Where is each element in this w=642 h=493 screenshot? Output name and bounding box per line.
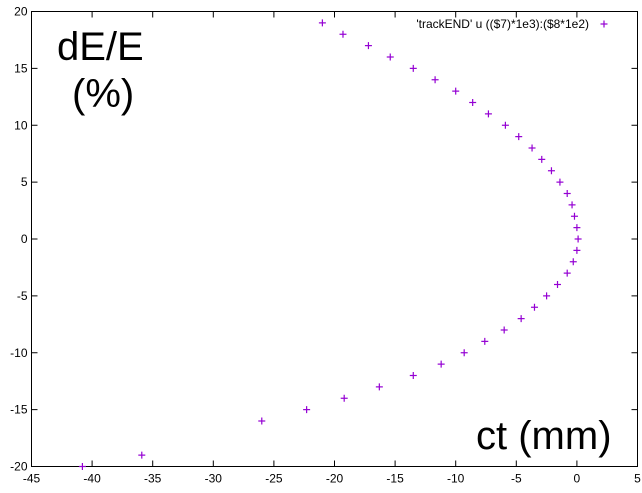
data-point xyxy=(386,53,394,61)
x-tick-label: 0 xyxy=(574,472,581,486)
data-point xyxy=(556,178,564,186)
data-point xyxy=(258,417,266,425)
data-point xyxy=(437,360,445,368)
legend-marker xyxy=(600,20,608,28)
x-tick-label: -35 xyxy=(144,472,162,486)
y-tick-label: 20 xyxy=(14,5,28,19)
data-point xyxy=(530,303,538,311)
data-point xyxy=(469,99,477,106)
legend-marker-symbol xyxy=(600,20,608,28)
data-point xyxy=(528,144,536,152)
data-points xyxy=(78,19,582,470)
x-tick-label: -40 xyxy=(83,472,101,486)
data-point xyxy=(452,87,460,95)
data-point xyxy=(538,155,546,163)
data-point xyxy=(318,19,326,27)
data-point xyxy=(484,110,492,118)
x-tick-label: -25 xyxy=(265,472,283,486)
legend: 'trackEND' u (($7)*1e3):($8*1e2) xyxy=(416,17,608,31)
data-point xyxy=(138,451,146,459)
data-point xyxy=(364,42,372,50)
x-tick-label: -15 xyxy=(386,472,404,486)
data-point xyxy=(573,224,581,232)
data-point xyxy=(517,315,525,323)
x-tick-label: -10 xyxy=(447,472,465,486)
x-tick-label: -5 xyxy=(511,472,522,486)
data-point xyxy=(409,372,417,379)
x-tick-label: -30 xyxy=(205,472,223,486)
x-axis-label: ct (mm) xyxy=(476,414,612,458)
data-point xyxy=(515,133,523,141)
data-point xyxy=(570,212,578,220)
data-point xyxy=(574,235,582,243)
y-tick-label: -15 xyxy=(10,403,28,417)
data-point xyxy=(340,394,348,402)
data-point xyxy=(375,383,383,391)
data-point xyxy=(563,269,571,277)
axis-ticks: -45 -40 -35 -30 -25 -20 -15 -10 -5 0 5 -20 -15 -10 -5 0… xyxy=(10,5,641,486)
data-point xyxy=(500,326,508,334)
data-point xyxy=(569,258,577,266)
y-tick-label: 0 xyxy=(21,232,28,246)
data-point xyxy=(481,337,489,345)
x-tick-label: -20 xyxy=(326,472,344,486)
data-point xyxy=(303,406,311,414)
y-axis-unit-label: (%) xyxy=(72,72,134,116)
y-tick-label: 10 xyxy=(14,118,28,132)
data-point xyxy=(78,463,86,470)
y-tick-label: -20 xyxy=(10,460,28,474)
data-point xyxy=(547,167,555,175)
data-point xyxy=(409,64,417,72)
x-tick-label: -45 xyxy=(23,472,41,486)
data-point xyxy=(501,121,509,129)
y-axis-label: dE/E xyxy=(57,25,144,69)
y-tick-label: 5 xyxy=(21,175,28,189)
y-tick-label: -5 xyxy=(17,289,28,303)
data-point xyxy=(568,201,576,209)
data-point xyxy=(563,190,571,197)
data-point xyxy=(543,292,551,300)
data-point xyxy=(554,281,562,288)
x-tick-label: 5 xyxy=(634,472,641,486)
data-point xyxy=(573,246,581,254)
legend-label: 'trackEND' u (($7)*1e3):($8*1e2) xyxy=(416,17,589,31)
data-point xyxy=(431,76,439,84)
data-point xyxy=(460,349,468,357)
data-point xyxy=(339,30,347,38)
y-tick-label: 15 xyxy=(14,61,28,75)
y-tick-label: -10 xyxy=(10,346,28,360)
